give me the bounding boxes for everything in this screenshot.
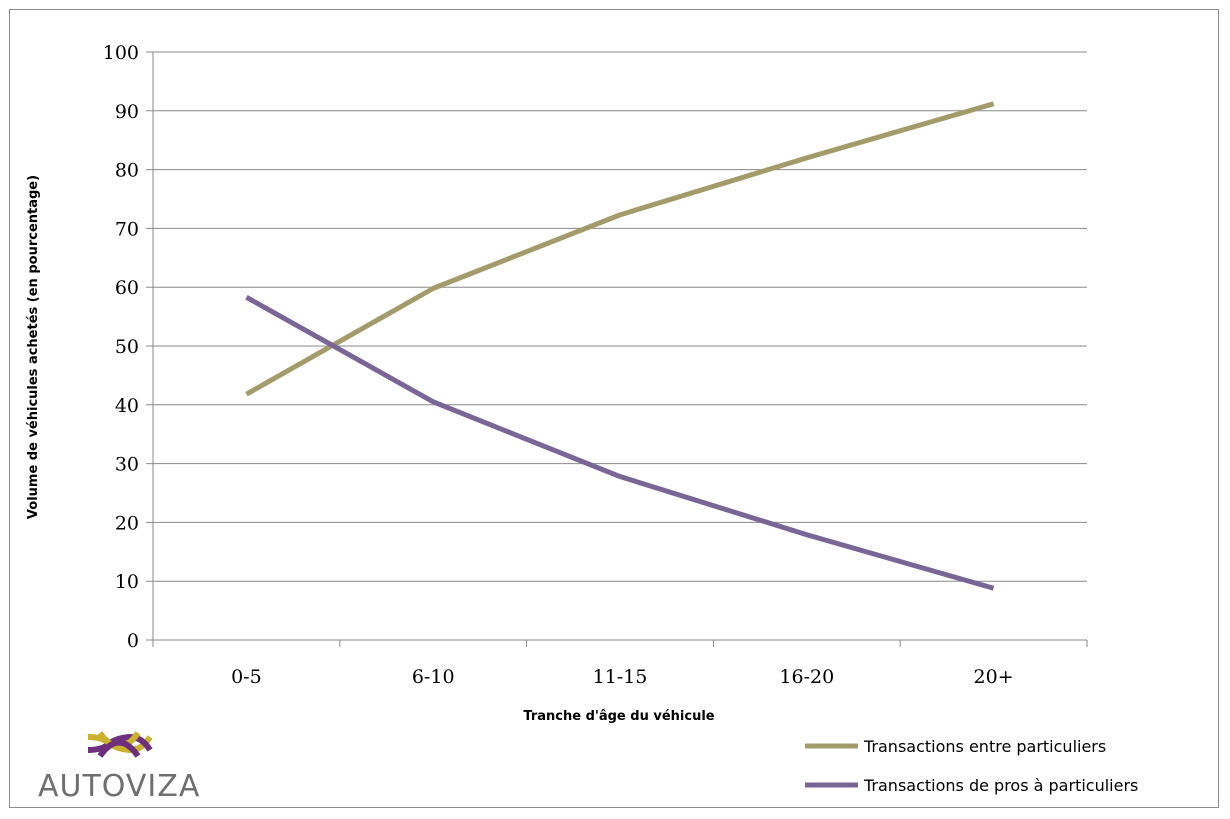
y-tick-label: 40 xyxy=(115,395,139,417)
logo-text: AUTOVIZA xyxy=(38,769,200,804)
x-axis xyxy=(153,52,1087,647)
y-tick-label: 60 xyxy=(115,277,139,299)
gridlines xyxy=(146,52,1087,640)
y-tick-label: 100 xyxy=(103,42,139,64)
x-tick-label: 0-5 xyxy=(231,666,262,688)
y-axis-ticks: 0 10 20 30 40 50 60 70 80 90 100 xyxy=(103,42,139,652)
x-tick-label: 16-20 xyxy=(779,666,834,688)
series-line-2 xyxy=(246,297,993,588)
y-tick-label: 20 xyxy=(115,512,139,534)
x-tick-label: 20+ xyxy=(974,666,1014,688)
y-tick-label: 30 xyxy=(115,454,139,476)
x-axis-ticks: 0-5 6-10 11-15 16-20 20+ xyxy=(231,666,1014,688)
x-axis-title: Tranche d'âge du véhicule xyxy=(523,709,714,724)
legend-label: Transactions entre particuliers xyxy=(863,737,1106,756)
y-tick-label: 70 xyxy=(115,218,139,240)
legend: Transactions entre particuliers Transacti… xyxy=(805,737,1138,795)
y-tick-label: 80 xyxy=(115,160,139,182)
legend-label: Transactions de pros à particuliers xyxy=(863,776,1138,795)
series-line-1 xyxy=(246,104,993,394)
y-tick-label: 0 xyxy=(127,630,139,652)
x-tick-label: 11-15 xyxy=(593,666,648,688)
y-tick-label: 50 xyxy=(115,336,139,358)
y-axis-title: Volume de véhicules achetés (en pourcent… xyxy=(26,175,41,519)
autoviza-logo: AUTOVIZA xyxy=(38,733,200,804)
y-tick-label: 10 xyxy=(115,571,139,593)
y-tick-label: 90 xyxy=(115,101,139,123)
x-tick-label: 6-10 xyxy=(412,666,455,688)
